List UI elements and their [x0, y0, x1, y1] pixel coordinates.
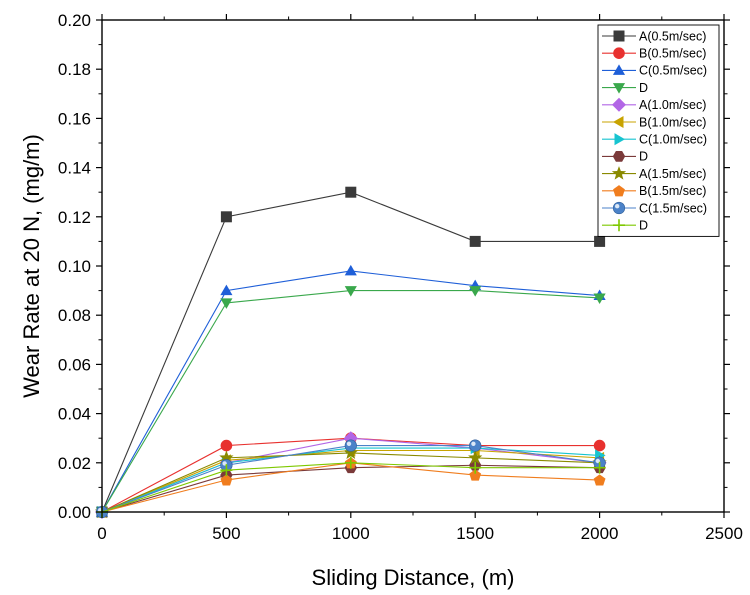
legend-item: A(0.5m/sec)	[602, 29, 706, 43]
data-point	[344, 439, 357, 452]
data-point	[220, 211, 232, 223]
x-tick-label: 2000	[581, 524, 619, 543]
x-axis-title: Sliding Distance, (m)	[312, 565, 515, 590]
legend-label: B(0.5m/sec)	[639, 47, 706, 61]
data-point	[593, 293, 606, 304]
legend-item: C(1.5m/sec)	[602, 201, 707, 215]
data-point	[220, 298, 233, 309]
legend-marker	[611, 166, 627, 180]
legend-marker	[613, 115, 624, 129]
legend-box	[597, 24, 720, 237]
legend-marker	[613, 219, 625, 232]
legend-marker	[613, 30, 625, 42]
data-point	[344, 264, 357, 276]
legend-item: D	[602, 219, 648, 233]
legend-label: B(1.5m/sec)	[639, 184, 706, 198]
legend-label: A(1.5m/sec)	[639, 167, 706, 181]
data-point	[469, 439, 482, 452]
legend-label: C(1.0m/sec)	[639, 133, 707, 147]
data-point	[593, 461, 606, 474]
marker-highlight	[346, 441, 352, 446]
data-point	[469, 286, 482, 297]
data-point	[220, 464, 233, 477]
legend: A(0.5m/sec) B(0.5m/sec) C(0.5m/sec) D A(1.0m…	[597, 24, 720, 237]
data-point	[220, 284, 233, 296]
data-point	[594, 235, 606, 247]
legend-label: D	[639, 150, 648, 164]
y-tick-label: 0.16	[58, 109, 91, 128]
legend-item: B(1.5m/sec)	[602, 184, 706, 198]
legend-label: A(0.5m/sec)	[639, 29, 706, 43]
legend-marker	[612, 201, 626, 215]
legend-item: C(0.5m/sec)	[602, 64, 707, 78]
legend-label: D	[639, 81, 648, 95]
legend-marker	[612, 64, 626, 75]
x-tick-label: 500	[212, 524, 240, 543]
legend-item: B(1.0m/sec)	[602, 115, 706, 129]
data-point	[469, 469, 482, 481]
x-tick-label: 2500	[705, 524, 743, 543]
marker-highlight	[471, 441, 476, 446]
y-tick-label: 0.06	[58, 355, 91, 374]
x-tick-label: 0	[97, 524, 106, 543]
data-point	[593, 439, 606, 452]
data-point	[469, 235, 481, 247]
data-point	[343, 445, 358, 460]
legend-item: D	[602, 81, 648, 95]
data-point	[219, 450, 234, 464]
y-tick-label: 0.04	[58, 405, 91, 424]
legend-marker	[612, 97, 626, 112]
data-point	[469, 461, 482, 474]
legend-item: B(0.5m/sec)	[602, 47, 706, 61]
legend-item: A(1.0m/sec)	[602, 97, 706, 112]
y-axis-title: Wear Rate at 20 N, (mg/m)	[19, 134, 44, 398]
legend-marker	[612, 83, 626, 94]
y-tick-label: 0.00	[58, 503, 91, 522]
legend-item: C(1.0m/sec)	[602, 133, 707, 147]
data-point	[345, 186, 357, 198]
x-tick-label: 1000	[332, 524, 370, 543]
legend-label: D	[639, 219, 648, 233]
legend-marker	[613, 185, 625, 197]
data-point	[344, 286, 357, 297]
data-point	[220, 439, 233, 452]
y-tick-label: 0.02	[58, 454, 91, 473]
data-point	[593, 474, 606, 486]
series-layer	[94, 186, 607, 519]
y-tick-label: 0.20	[58, 11, 91, 30]
legend-label: C(1.5m/sec)	[639, 201, 707, 215]
marker-highlight	[615, 204, 620, 209]
data-point	[468, 450, 483, 464]
legend-label: C(0.5m/sec)	[639, 64, 707, 78]
x-tick-label: 1500	[456, 524, 494, 543]
axes-layer: 0 500 1000 1500 2000 2500 0.00 0.02 0.04 0.06 0.08…	[58, 11, 743, 543]
y-tick-label: 0.18	[58, 60, 91, 79]
y-tick-label: 0.10	[58, 257, 91, 276]
legend-label: B(1.0m/sec)	[639, 115, 706, 129]
legend-label: A(1.0m/sec)	[639, 98, 706, 112]
legend-marker	[612, 151, 626, 162]
legend-item: D	[602, 150, 648, 164]
data-point	[344, 456, 357, 469]
y-tick-label: 0.14	[58, 159, 91, 178]
legend-marker	[613, 47, 625, 59]
legend-item: A(1.5m/sec)	[602, 166, 706, 181]
data-point	[220, 474, 233, 486]
y-tick-label: 0.12	[58, 208, 91, 227]
y-tick-label: 0.08	[58, 306, 91, 325]
legend-marker	[614, 133, 625, 146]
